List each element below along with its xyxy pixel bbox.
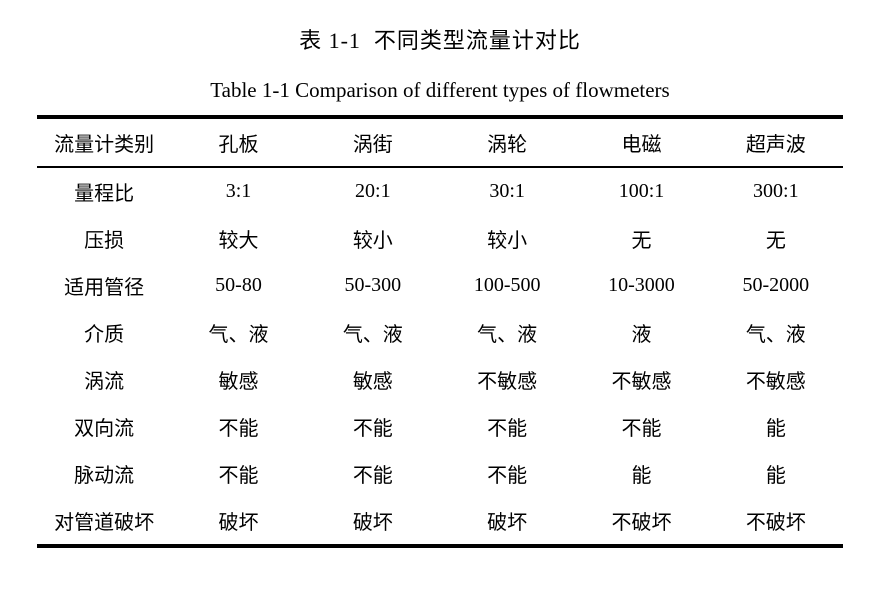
table-caption-chinese: 表 1-1 不同类型流量计对比: [299, 28, 581, 53]
table-cell: 破坏: [218, 512, 259, 534]
table-captions: 表 1-1 不同类型流量计对比 Table 1-1 Comparison of …: [0, 28, 880, 103]
table-cell: 不敏感: [745, 371, 806, 393]
table-cell: 能: [765, 465, 786, 487]
table-cell: 50-300: [344, 274, 402, 296]
table-cell: 10-3000: [608, 274, 675, 296]
table-cell: 敏感: [218, 371, 259, 393]
table-cell: 不能: [352, 465, 393, 487]
table-cell: 不能: [487, 418, 528, 440]
table-cell: 30:1: [489, 180, 525, 202]
table-cell: 300:1: [753, 180, 799, 202]
header-row: 流量计类别 孔板 涡街 涡轮 电磁 超声波: [37, 117, 843, 167]
table-cell: 较小: [487, 230, 528, 252]
table-cell: 气、液: [208, 324, 269, 346]
table-row-turndown-ratio: 量程比 3:1 20:1 30:1 100:1 300:1: [37, 167, 843, 215]
table-cell: 50-80: [215, 274, 262, 296]
header-cell-electromagnetic: 电磁: [621, 134, 662, 156]
table-cell: 较大: [218, 230, 259, 252]
header-cell-ultrasonic: 超声波: [745, 134, 806, 156]
table-cell: 不敏感: [611, 371, 672, 393]
row-label: 涡流: [84, 371, 125, 393]
table-cell: 气、液: [745, 324, 806, 346]
row-label: 对管道破坏: [54, 512, 155, 534]
table-row-pipe-damage: 对管道破坏 破坏 破坏 破坏 不破坏 不破坏: [37, 497, 843, 546]
table-cell: 不能: [218, 418, 259, 440]
table-cell: 气、液: [477, 324, 538, 346]
table-cell: 不能: [621, 418, 662, 440]
table-cell: 能: [631, 465, 652, 487]
header-cell-turbine: 涡轮: [487, 134, 528, 156]
table-cell: 气、液: [342, 324, 403, 346]
header-cell-orifice: 孔板: [218, 134, 259, 156]
header-cell-vortex: 涡街: [352, 134, 393, 156]
table-cell: 100-500: [473, 274, 541, 296]
row-label: 压损: [84, 230, 125, 252]
row-label: 脉动流: [74, 465, 135, 487]
table-cell: 3:1: [225, 180, 252, 202]
table-row-pressure-loss: 压损 较大 较小 较小 无 无: [37, 215, 843, 262]
table-cell: 无: [765, 230, 786, 252]
table-cell: 破坏: [487, 512, 528, 534]
flowmeter-comparison-table: 流量计类别 孔板 涡街 涡轮 电磁 超声波 量程比 3:1 20:1 30:1 …: [37, 115, 843, 548]
table-row-bidirectional-flow: 双向流 不能 不能 不能 不能 能: [37, 403, 843, 450]
row-label: 量程比: [74, 183, 135, 205]
table-cell: 较小: [352, 230, 393, 252]
table-caption-english: Table 1-1 Comparison of different types …: [210, 78, 670, 102]
table-row-eddy-flow: 涡流 敏感 敏感 不敏感 不敏感 不敏感: [37, 356, 843, 403]
table-cell: 不能: [352, 418, 393, 440]
row-label: 适用管径: [64, 277, 145, 299]
table-row-pulsating-flow: 脉动流 不能 不能 不能 能 能: [37, 450, 843, 497]
table-cell: 100:1: [618, 180, 665, 202]
table-head: 流量计类别 孔板 涡街 涡轮 电磁 超声波: [37, 117, 843, 167]
table-row-medium: 介质 气、液 气、液 气、液 液 气、液: [37, 309, 843, 356]
table-cell: 不破坏: [611, 512, 672, 534]
table-cell: 不能: [218, 465, 259, 487]
table-cell: 50-2000: [742, 274, 810, 296]
row-label: 双向流: [74, 418, 135, 440]
table-cell: 能: [765, 418, 786, 440]
table-cell: 不敏感: [477, 371, 538, 393]
table-body: 量程比 3:1 20:1 30:1 100:1 300:1 压损 较大 较小 较…: [37, 167, 843, 546]
row-label: 介质: [84, 324, 125, 346]
header-cell-category: 流量计类别: [54, 134, 155, 156]
table-cell: 敏感: [352, 371, 393, 393]
table-cell: 20:1: [355, 180, 391, 202]
table-row-pipe-diameter: 适用管径 50-80 50-300 100-500 10-3000 50-200…: [37, 262, 843, 309]
table-cell: 液: [631, 324, 652, 346]
table-cell: 不破坏: [745, 512, 806, 534]
table-cell: 不能: [487, 465, 528, 487]
table-cell: 无: [631, 230, 652, 252]
table-cell: 破坏: [352, 512, 393, 534]
